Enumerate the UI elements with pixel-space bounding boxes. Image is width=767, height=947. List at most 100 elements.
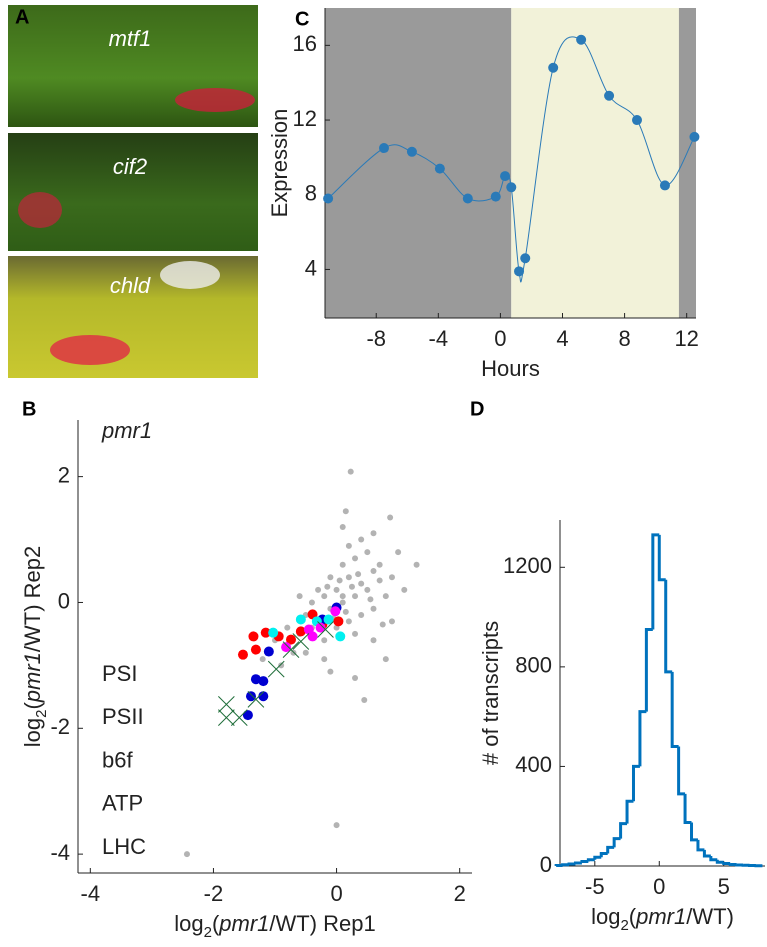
data-point [378,143,389,154]
histogram-step [644,628,653,712]
y-tick-label: 4 [305,255,317,280]
data-point [689,131,700,142]
y-tick-label: 0 [540,852,552,877]
data-point [333,586,340,593]
data-point [258,676,269,687]
y-tick-label: -2 [50,714,70,739]
data-point [248,631,259,642]
data-point [388,618,395,625]
data-point [548,62,559,73]
label-part: /WT) Rep1 [269,911,375,936]
y-tick-label: 2 [58,462,70,487]
data-point [520,253,531,264]
axis-label: log2(pmr1/WT) Rep1 [174,911,376,942]
data-point [281,642,292,653]
data-point [267,660,285,678]
chart-title: pmr1 [101,418,152,443]
histogram-step [664,579,673,674]
histogram-step [599,852,608,858]
legend-label: LHC [102,834,146,859]
x-tick-label: -4 [81,881,101,906]
data-point [348,583,355,590]
label-part: /WT) [686,904,734,929]
data-point [237,649,248,660]
photo-detail [50,335,130,365]
shaded-region [325,8,512,318]
data-point [358,612,365,619]
data-point [339,523,346,530]
photo-label: cif2 [113,154,147,179]
histogram-step [638,710,647,767]
axis-label: log2(pmr1/WT) Rep2 [20,546,51,748]
panel-label: C [295,8,309,30]
data-point [308,599,315,606]
histogram-step [696,839,705,852]
panel-label: D [470,398,484,420]
data-point [352,630,359,637]
x-tick-label: -8 [366,326,386,351]
data-point [333,616,344,627]
data-point [321,637,328,644]
histogram-step [580,860,589,864]
legend-label: ATP [102,791,143,816]
y-tick-label: 8 [305,181,317,206]
data-point [282,641,300,658]
histogram-step [606,845,615,854]
label-part: # of transcripts [478,621,503,765]
data-point [395,549,402,556]
data-point [370,637,377,644]
photo-detail [18,192,62,228]
y-tick-label: 0 [58,588,70,613]
data-point [352,555,359,562]
legend-label: b6f [102,747,133,772]
data-point [327,574,334,581]
data-point [387,514,394,521]
panel-label: B [22,398,36,420]
photo-detail [160,261,220,289]
axis-label: # of transcripts [478,621,503,765]
data-point [339,593,346,600]
label-part: log [591,904,620,929]
x-tick-label: 8 [618,326,630,351]
data-point [263,646,274,657]
data-point [382,593,389,600]
data-point [260,627,271,638]
data-point [370,605,377,612]
data-point [317,621,334,638]
data-point [339,599,346,606]
histogram-step [612,837,621,848]
data-point [358,580,365,587]
label-part: ( [212,911,220,936]
histogram-step [722,862,731,866]
data-point [367,596,374,603]
data-point [321,656,328,663]
histogram-step [586,858,595,862]
data-point [292,633,310,650]
x-tick-label: 0 [330,881,342,906]
data-point [576,34,587,45]
histogram-step [625,799,634,824]
histogram-step [709,856,718,862]
data-point [382,656,389,663]
data-point [500,171,511,182]
data-point [247,690,265,708]
data-point [659,180,670,191]
data-point [352,593,359,600]
label-part: log [20,718,45,747]
photo-detail [175,88,255,112]
histogram-step [702,849,711,858]
histogram-step [677,746,686,796]
data-point [333,822,340,829]
data-point [330,606,341,617]
photo [8,133,258,251]
data-point [315,622,326,633]
histogram-step [561,863,570,867]
label-part: pmr1 [20,652,45,703]
y-tick-label: 800 [515,653,552,678]
y-tick-label: 12 [293,106,317,131]
data-point [303,624,314,635]
label-part: 2 [204,924,212,941]
data-point [315,586,322,593]
data-point [296,593,303,600]
label-part: pmr1 [635,904,686,929]
